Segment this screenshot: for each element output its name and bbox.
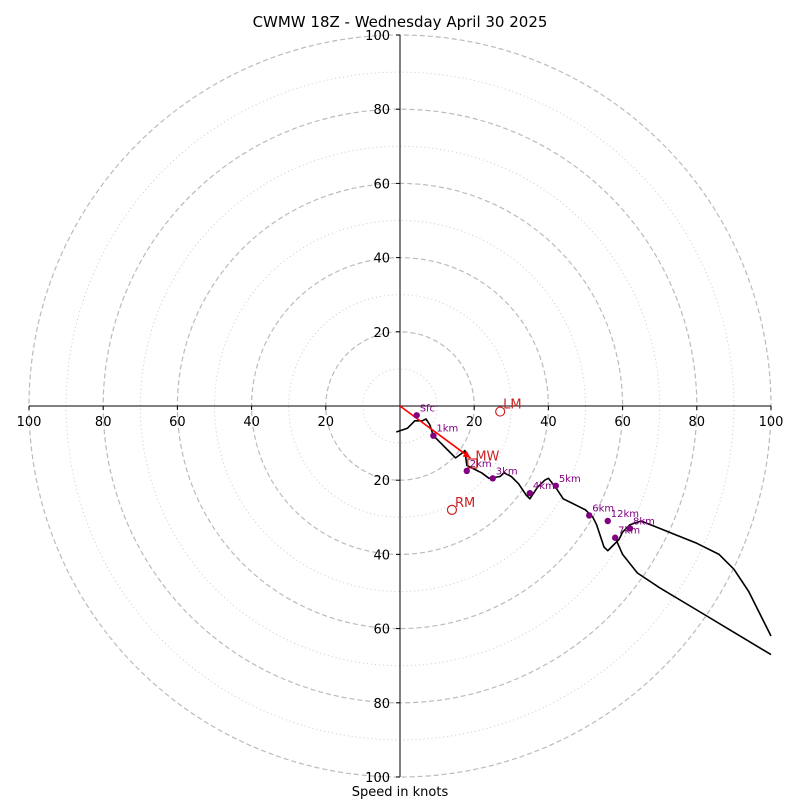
y-tick-label: 20 [373, 474, 390, 489]
height-label-3km: 3km [496, 466, 518, 477]
mean-wind-label: MW [475, 450, 499, 465]
y-tick-label: 40 [373, 548, 390, 563]
height-marker-4km [526, 489, 534, 497]
rm-marker [446, 504, 458, 515]
height-marker-1km [430, 432, 437, 439]
height-label-4km: 4km [533, 481, 555, 492]
y-tick-label: 100 [365, 771, 390, 786]
x-tick-label: 60 [614, 415, 631, 430]
y-tick-label: 80 [373, 697, 390, 712]
height-label-2km: 2km [470, 459, 492, 470]
chart-title: CWMW 18Z - Wednesday April 30 2025 [253, 13, 548, 31]
mean-wind-marker [467, 458, 478, 469]
y-tick-label: 60 [373, 177, 390, 192]
y-tick-label: 60 [373, 623, 390, 638]
height-label-1km: 1km [436, 424, 458, 435]
y-tick-label: 100 [365, 29, 390, 44]
hodograph-line-upper [614, 537, 772, 656]
x-tick-label: 100 [759, 415, 784, 430]
height-marker-5km [552, 482, 560, 489]
x-tick-label: 80 [95, 415, 112, 430]
hodograph-line [396, 418, 772, 637]
height-marker-7km [611, 534, 619, 541]
x-tick-label: 40 [540, 415, 557, 430]
rm-label: RM [455, 496, 475, 511]
shear-vector-arrowhead [462, 450, 471, 458]
height-label-sfc: Sfc [420, 403, 435, 414]
x-tick-label: 100 [17, 415, 42, 430]
y-tick-label: 20 [373, 326, 390, 341]
x-tick-label: 40 [243, 415, 260, 430]
height-label-8km: 8km [633, 516, 655, 527]
height-marker-6km [586, 512, 593, 519]
height-label-6km: 6km [592, 503, 614, 514]
storm-motion-markers: LM RM MW [446, 398, 522, 515]
lm-marker [495, 406, 506, 417]
lm-label: LM [503, 398, 521, 413]
x-tick-label: 20 [466, 415, 483, 430]
x-axis-label: Speed in knots [352, 785, 449, 800]
shear-vector-line [399, 405, 471, 459]
height-marker-3km [489, 475, 496, 482]
height-marker-sfc [413, 412, 420, 419]
x-tick-label: 80 [689, 415, 706, 430]
height-marker-2km [463, 467, 470, 475]
x-tick-label: 20 [318, 415, 335, 430]
hodograph-trace [396, 405, 772, 656]
height-label-5km: 5km [559, 474, 581, 485]
height-marker-12km [604, 517, 611, 525]
y-tick-label: 40 [373, 252, 390, 267]
height-markers: Sfc1km2km3km4km5km6km7km8km12km [413, 403, 655, 541]
height-marker-8km [626, 525, 634, 532]
y-tick-label: 80 [373, 103, 390, 118]
tick-labels: 100 80 60 40 20 20 40 60 80 100 100 80 60 40 20 20 40 60 8… [17, 29, 784, 786]
x-tick-label: 60 [169, 415, 186, 430]
height-label-12km: 12km [611, 509, 639, 520]
